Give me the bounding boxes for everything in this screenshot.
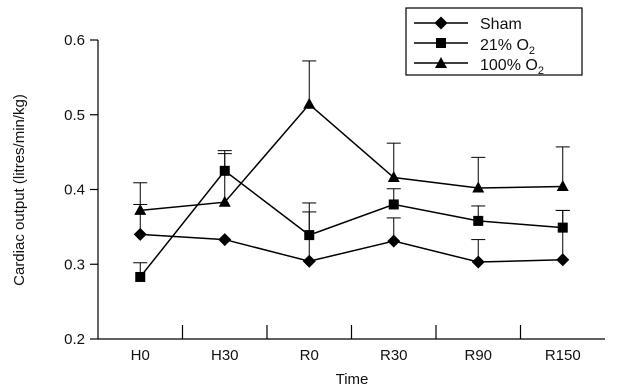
data-point-100-o2 [556,180,569,192]
data-point-sham [302,254,316,268]
svg-text:21% O2: 21% O2 [480,37,535,57]
series-line-100-o2 [140,103,563,212]
legend-item-sham: Sham [414,16,522,33]
data-point-sham [471,255,485,269]
y-tick-label: 0.6 [64,32,85,49]
legend-label-100-o2: 100% O [480,57,538,74]
data-point-21-o2 [304,230,315,241]
x-axis-label: Time [336,371,369,388]
legend-item-100-o2: 100% O2 [414,57,544,77]
y-tick-label: 0.4 [64,182,85,199]
series-line-sham [140,233,563,263]
data-point-100-o2 [472,181,485,193]
legend: Sham 21% O2 100% O2 [405,7,583,77]
data-point-sham [133,227,147,241]
series-lines [139,103,563,278]
x-tick-label: R0 [300,347,319,364]
y-tick-label: 0.5 [64,107,85,124]
legend-box [405,7,583,76]
data-point-100-o2 [387,171,400,183]
series-markers [133,97,570,282]
y-tick-label: 0.3 [64,256,85,273]
x-tick-label: R150 [545,347,581,364]
data-point-21-o2 [219,165,230,176]
y-tick-label: 0.2 [64,331,85,348]
x-tick-label: H0 [131,347,150,364]
triangle-marker-icon [435,57,447,68]
data-point-21-o2 [135,271,146,282]
y-axis-label: Cardiac output (litres/min/kg) [11,94,28,286]
x-tick-labels: H0 H30 R0 R30 R90 R150 [131,347,581,364]
data-point-21-o2 [473,215,484,226]
data-point-100-o2 [134,203,147,215]
legend-label-21-o2: 21% O [480,37,529,54]
y-tick-labels: 0.2 0.3 0.4 0.5 0.6 [64,32,85,348]
axes [90,39,605,340]
x-tick-label: H30 [211,347,239,364]
x-tick-label: R30 [380,347,408,364]
svg-text:100% O2: 100% O2 [480,57,544,77]
x-tick-label: R90 [464,347,492,364]
data-point-sham [387,234,401,248]
legend-label-sham: Sham [480,16,522,33]
data-point-21-o2 [388,199,399,210]
data-point-100-o2 [218,195,231,207]
legend-label-100-o2-subscript: 2 [538,65,544,77]
legend-item-21-o2: 21% O2 [414,37,535,57]
data-point-100-o2 [303,97,316,109]
square-marker-icon [436,38,446,48]
data-point-21-o2 [557,222,568,233]
diamond-marker-icon [434,16,448,30]
data-point-sham [218,233,232,247]
data-point-sham [556,253,570,267]
error-bars [133,60,570,277]
legend-label-21-o2-subscript: 2 [529,45,535,57]
series-line-21-o2 [139,169,563,278]
